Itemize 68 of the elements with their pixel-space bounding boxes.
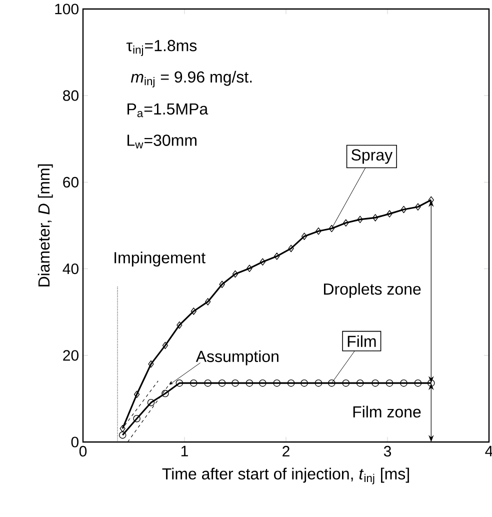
- point: [162, 390, 169, 398]
- annotation: L$_{w}$=30mm: [128, 134, 196, 148]
- point: [428, 379, 435, 387]
- point: [316, 227, 322, 235]
- annotation: Film zone: [353, 406, 421, 418]
- point: [301, 232, 308, 240]
- x-tick-label: 2: [282, 446, 290, 456]
- point: [162, 342, 168, 350]
- text: Spray: [352, 149, 393, 164]
- point: [274, 252, 280, 260]
- annotation: Droplets zone: [324, 282, 421, 298]
- point: [414, 379, 422, 387]
- y-tick-label: 100: [55, 4, 78, 14]
- point: [176, 379, 184, 387]
- annotation: P$_{a}$=1.5MPa: [128, 103, 208, 118]
- point: [328, 224, 334, 232]
- annotation: m$_{inj}$ = 9.96 mg/st.: [130, 70, 252, 88]
- point: [260, 258, 266, 266]
- point: [133, 414, 140, 422]
- point: [205, 298, 211, 306]
- y-tick-label: 60: [63, 176, 78, 188]
- y-axis-title: Diameter, D [mm]: [38, 164, 53, 286]
- point: [342, 379, 350, 387]
- x-tick-label: 0: [79, 446, 87, 457]
- point: [386, 210, 392, 218]
- point: [176, 321, 182, 329]
- point: [287, 379, 295, 387]
- point: [204, 379, 212, 387]
- point: [372, 214, 378, 222]
- annotation: Assumption: [196, 350, 278, 366]
- point: [372, 379, 379, 387]
- point: [314, 379, 322, 387]
- x-tick-label: 3: [384, 446, 392, 457]
- point: [415, 203, 421, 211]
- point: [386, 379, 394, 387]
- point: [246, 264, 252, 272]
- point: [400, 379, 408, 387]
- point: [328, 379, 336, 387]
- point: [190, 308, 196, 315]
- point: [148, 360, 154, 368]
- point: [300, 379, 308, 387]
- point: [118, 431, 126, 439]
- y-tick-label: 40: [62, 263, 78, 274]
- text: Film: [348, 335, 376, 347]
- point: [356, 379, 364, 387]
- y-tick-label: 80: [63, 90, 78, 101]
- point: [357, 216, 363, 224]
- annotation: Impingement: [114, 252, 206, 267]
- x-axis-title: Time after start of injection, t$_{inj}$ [ms]: [162, 468, 409, 484]
- point: [219, 280, 225, 288]
- point: [273, 379, 280, 387]
- point: [400, 206, 407, 214]
- annotation: τ$_{inj}$=1.8ms: [126, 40, 197, 56]
- point: [288, 244, 294, 252]
- point: [134, 390, 140, 398]
- y-tick-label: 20: [63, 350, 78, 361]
- point: [232, 379, 239, 387]
- point: [147, 398, 155, 406]
- point: [190, 379, 198, 387]
- point: [120, 424, 126, 432]
- point: [259, 379, 266, 387]
- point: [232, 270, 238, 278]
- point: [218, 379, 226, 387]
- point: [246, 379, 254, 387]
- point: [343, 219, 349, 227]
- point: [428, 196, 434, 204]
- x-tick-label: 1: [181, 446, 188, 456]
- y-tick-label: 0: [71, 436, 78, 448]
